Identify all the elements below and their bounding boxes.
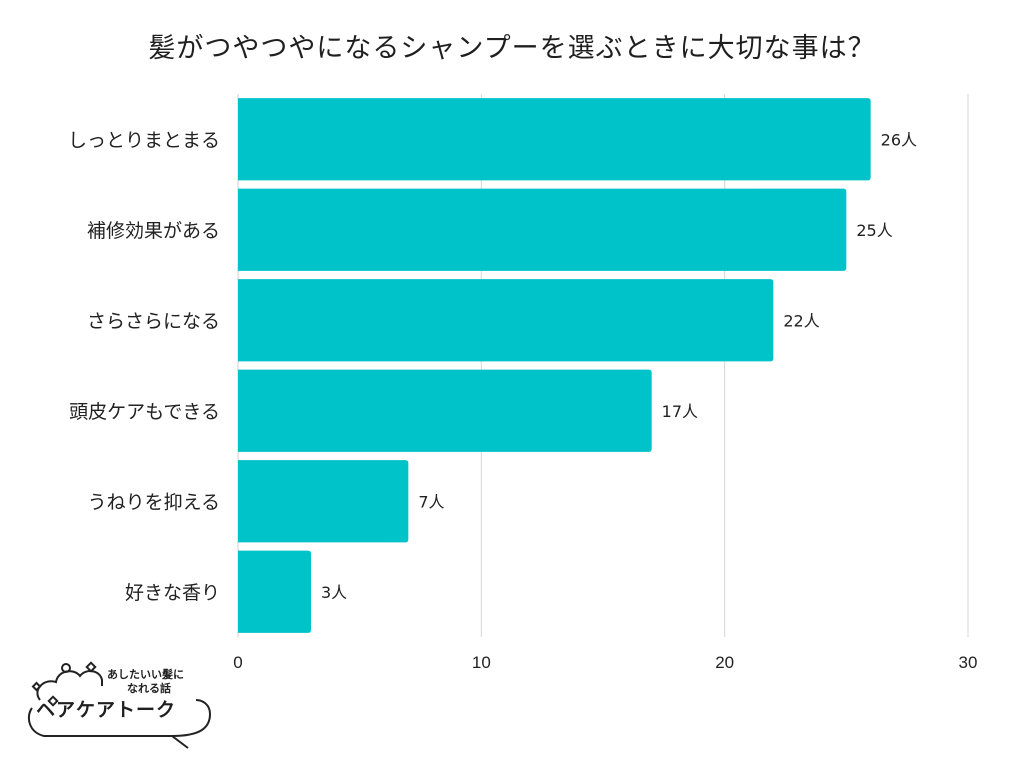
logo-tagline: あしたいい髪に なれる話 <box>107 668 217 696</box>
data-label: 7人 <box>418 492 444 511</box>
bar <box>238 369 652 452</box>
data-label: 22人 <box>783 311 819 330</box>
data-label: 26人 <box>881 130 917 149</box>
data-label: 3人 <box>321 583 347 602</box>
logo-tagline-line2: なれる話 <box>127 682 171 695</box>
logo-brand: ヘアケアトーク <box>36 699 177 721</box>
data-label: 25人 <box>856 221 892 240</box>
data-label: 17人 <box>662 402 698 421</box>
bar <box>238 460 409 543</box>
x-tick-label: 0 <box>233 653 242 672</box>
logo: あしたいい髪に なれる話 ヘアケアトーク <box>22 660 222 750</box>
category-label: さらさらになる <box>87 310 220 332</box>
category-label: しっとりまとまる <box>68 129 220 151</box>
bar <box>238 98 871 181</box>
x-tick-label: 30 <box>959 653 978 672</box>
x-tick-label: 10 <box>472 653 491 672</box>
category-label: 好きな香り <box>125 582 220 604</box>
chart-title: 髪がつやつやになるシャンプーを選ぶときに大切な事は？ <box>148 33 876 64</box>
bar <box>238 188 847 271</box>
x-tick-label: 20 <box>715 653 734 672</box>
category-label: 頭皮ケアもできる <box>69 401 220 423</box>
category-label: 補修効果がある <box>87 220 220 242</box>
bar <box>238 279 774 362</box>
logo-tagline-line1: あしたいい髪に <box>107 668 184 681</box>
category-label: うねりを抑える <box>88 491 220 513</box>
logo-bubble-icon <box>27 661 212 749</box>
bar <box>238 550 311 633</box>
